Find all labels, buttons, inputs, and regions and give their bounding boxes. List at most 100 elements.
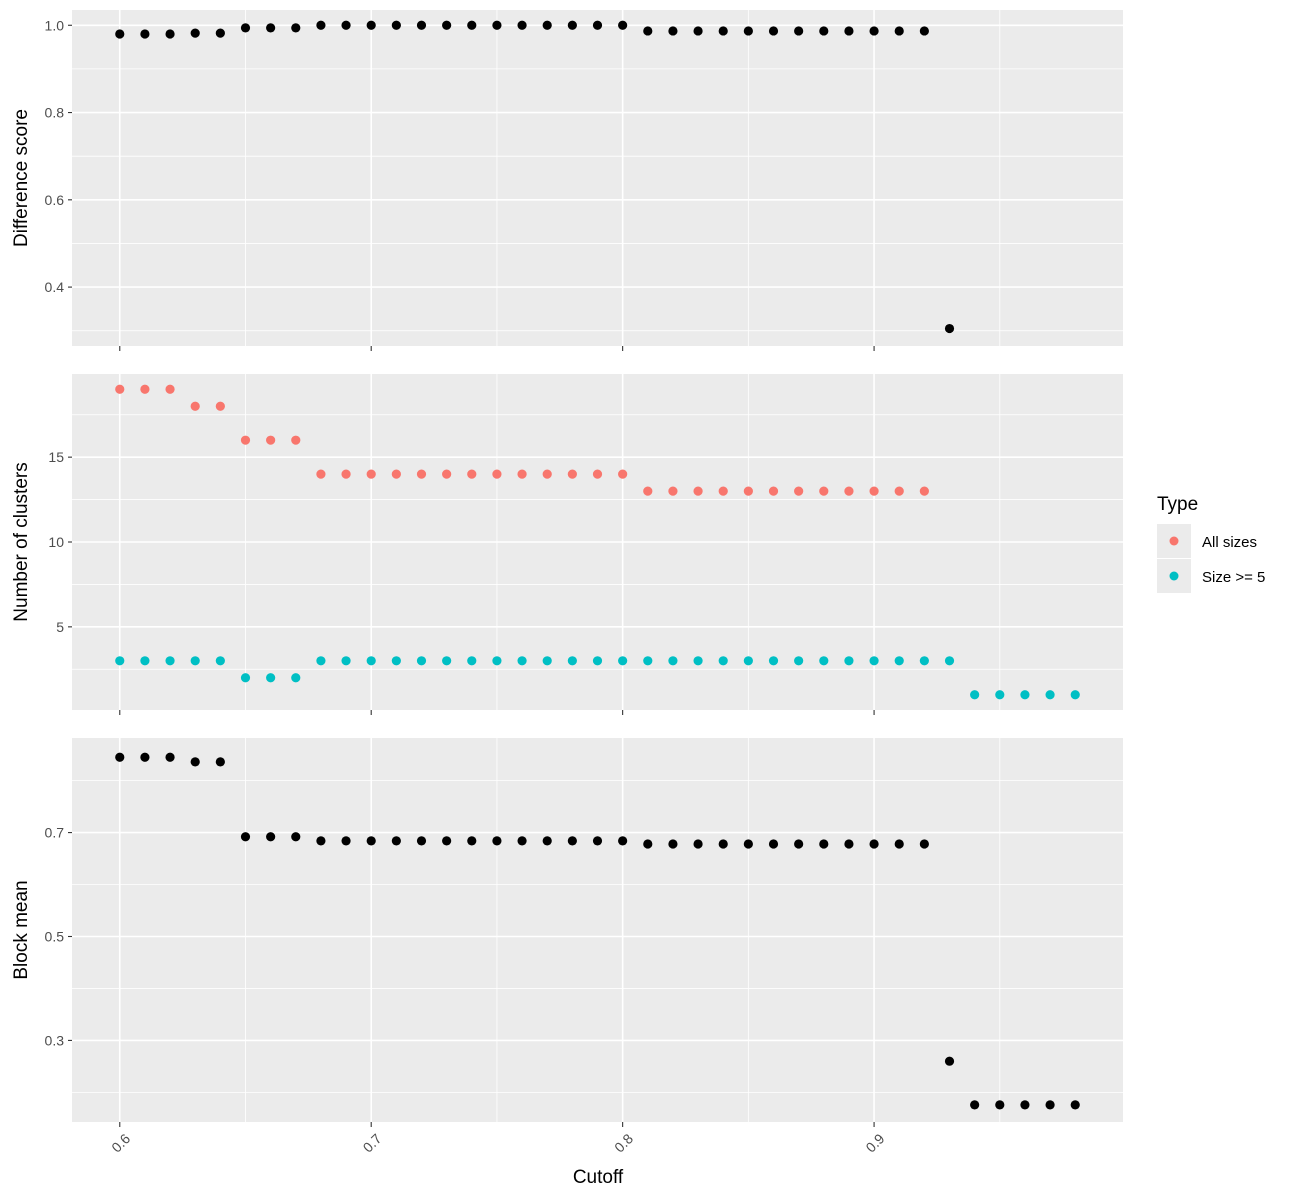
data-point [442,836,452,846]
data-point [995,690,1005,700]
data-point [944,656,955,666]
data-point [140,384,150,394]
y-axis-title-difference-score: Difference score [11,109,32,247]
data-point [894,839,904,849]
data-point [165,384,175,394]
data-point [794,656,804,666]
legend-title: Type [1157,494,1198,515]
data-point [492,836,502,846]
panel-number-of-clusters: 5 10 15 Number of clusters [11,374,1123,715]
series-all-sizes [115,384,929,496]
data-point [618,469,628,479]
data-point [693,656,703,666]
y-axis-title-block-mean: Block mean [11,880,32,979]
data-point [618,20,628,30]
data-point [869,486,879,496]
data-point [291,673,301,683]
data-point [492,469,502,479]
data-point [1045,690,1055,700]
data-point [316,836,326,846]
data-point [592,656,603,666]
data-point [919,656,929,666]
data-point [215,28,225,38]
data-point [1020,690,1030,700]
panel-background [72,10,1123,346]
y-axis-title-number-of-clusters: Number of clusters [11,462,32,621]
data-point [819,656,829,666]
data-point [869,26,879,36]
panel-block-mean: 0.3 0.5 0.7 Block mean [11,738,1123,1127]
data-point [316,469,326,479]
data-point [944,323,955,334]
data-point [618,836,628,846]
data-point [416,656,427,666]
data-point [970,690,980,700]
data-point [115,384,125,394]
data-point [794,839,804,849]
legend-marker-all-sizes [1169,536,1179,546]
panel-background [72,738,1123,1122]
data-point [794,26,804,36]
data-point [492,20,502,30]
data-point [190,656,200,666]
data-point [819,839,829,849]
data-point [643,839,653,849]
data-point [542,656,552,666]
series-size-5 [115,656,1080,700]
data-point [668,839,678,849]
data-point [366,469,376,479]
data-point [995,1100,1005,1110]
data-point [341,20,351,30]
data-point [542,836,552,846]
data-point [240,435,251,445]
panel-difference-score: 0.4 0.6 0.8 1.0 Difference score [11,10,1123,351]
data-point [819,26,829,36]
data-point [693,839,703,849]
data-point [266,832,276,842]
data-point [240,673,251,683]
data-point [718,656,728,666]
data-point [970,1100,980,1110]
data-point [140,29,150,39]
data-point [819,486,829,496]
data-point [718,486,728,496]
data-point [316,656,326,666]
data-point [542,469,552,479]
data-point [341,469,351,479]
data-point [140,752,150,762]
legend-label-all-sizes: All sizes [1202,534,1257,551]
data-point [643,486,653,496]
y-tick-label: 0.6 [45,192,65,208]
data-point [718,839,728,849]
data-point [844,656,854,666]
data-point [467,469,477,479]
data-point [517,656,527,666]
y-tick-label: 15 [48,449,64,465]
data-point [215,401,225,411]
data-point [844,486,854,496]
y-tick-label: 0.8 [45,105,65,121]
legend-label-size-5: Size >= 5 [1202,569,1265,586]
data-point [743,656,753,666]
data-point [442,656,452,666]
data-point [467,836,477,846]
data-point [1070,1100,1080,1110]
data-point [266,435,276,445]
data-point [794,486,804,496]
data-point [416,469,427,479]
data-point [391,20,401,30]
y-tick-label: 5 [56,619,64,635]
data-point [894,656,904,666]
data-point [1045,1100,1055,1110]
data-point [743,486,753,496]
data-point [115,29,125,39]
data-point [115,656,125,666]
data-point [542,20,552,30]
data-point [1020,1100,1030,1110]
data-point [391,656,401,666]
x-tick-label: 0.8 [611,1130,636,1155]
data-point [592,20,603,30]
data-point [618,656,628,666]
data-point [215,656,225,666]
data-point [643,26,653,36]
